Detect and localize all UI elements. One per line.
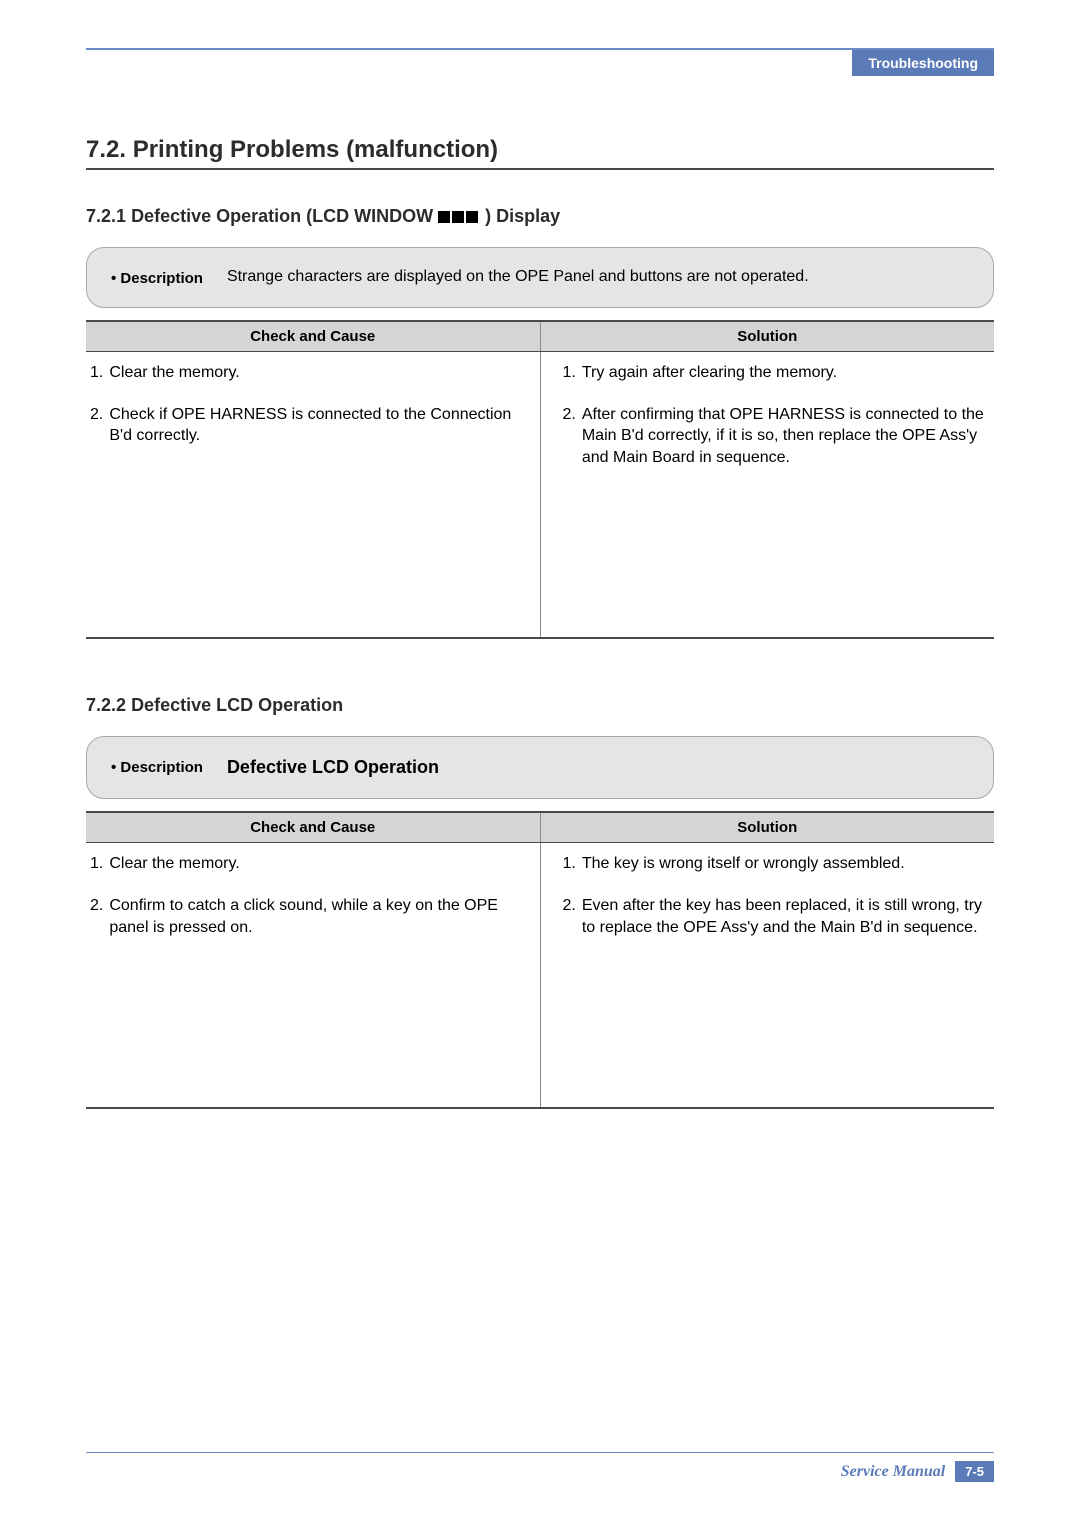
description-label: • Description: [111, 268, 203, 287]
item-text: Confirm to catch a click sound, while a …: [109, 895, 529, 938]
section-number: 7.2.: [86, 136, 126, 163]
col-check-cause: Check and Cause: [86, 812, 540, 843]
subsection-722-text: Defective LCD Operation: [131, 695, 343, 715]
description-label: • Description: [111, 757, 203, 776]
item-number: 2.: [90, 404, 103, 447]
table-header-row: Check and Cause Solution: [86, 321, 994, 352]
item-text: Even after the key has been replaced, it…: [582, 895, 984, 938]
item-text: Clear the memory.: [109, 853, 529, 875]
black-square-icon: [452, 211, 464, 223]
header-tab: Troubleshooting: [852, 50, 994, 76]
page-body: Troubleshooting 7.2. Printing Problems (…: [0, 0, 1080, 1109]
description-box-722: • Description Defective LCD Operation: [86, 736, 994, 799]
black-square-icon: [466, 211, 478, 223]
solution-item: 1. The key is wrong itself or wrongly as…: [541, 853, 985, 875]
col-solution: Solution: [540, 321, 994, 352]
item-number: 2.: [563, 404, 576, 469]
item-number: 1.: [563, 853, 576, 875]
table-spacer: [86, 478, 994, 638]
item-text: After confirming that OPE HARNESS is con…: [582, 404, 984, 469]
item-text: Check if OPE HARNESS is connected to the…: [109, 404, 529, 447]
page-footer: Service Manual 7-5: [86, 1452, 994, 1482]
col-check-cause: Check and Cause: [86, 321, 540, 352]
subsection-722-title: 7.2.2 Defective LCD Operation: [86, 695, 994, 716]
table-row: 1. Clear the memory. 1. Try again after …: [86, 352, 994, 394]
item-number: 1.: [90, 362, 103, 384]
table-row: 2. Confirm to catch a click sound, while…: [86, 885, 994, 948]
subsection-721-prefix: Defective Operation (LCD WINDOW: [131, 206, 438, 226]
subsection-722-number: 7.2.2: [86, 695, 126, 715]
item-text: Try again after clearing the memory.: [582, 362, 984, 384]
table-spacer: [86, 948, 994, 1108]
table-row: 2. Check if OPE HARNESS is connected to …: [86, 394, 994, 479]
item-number: 2.: [563, 895, 576, 938]
description-text: Strange characters are displayed on the …: [227, 268, 809, 286]
solution-item: 2. Even after the key has been replaced,…: [541, 895, 985, 938]
item-number: 1.: [90, 853, 103, 875]
item-text: The key is wrong itself or wrongly assem…: [582, 853, 984, 875]
footer-manual-label: Service Manual: [841, 1463, 945, 1481]
black-square-icon: [438, 211, 450, 223]
table-722: Check and Cause Solution 1. Clear the me…: [86, 811, 994, 1109]
solution-item: 1. Try again after clearing the memory.: [541, 362, 985, 384]
description-text: Defective LCD Operation: [227, 757, 439, 778]
header-bar: Troubleshooting: [86, 48, 994, 76]
table-row: 1. Clear the memory. 1. The key is wrong…: [86, 843, 994, 885]
table-header-row: Check and Cause Solution: [86, 812, 994, 843]
check-item: 2. Check if OPE HARNESS is connected to …: [86, 404, 530, 447]
item-text: Clear the memory.: [109, 362, 529, 384]
subsection-721-title: 7.2.1 Defective Operation (LCD WINDOW ) …: [86, 206, 994, 227]
section-gap: [86, 639, 994, 695]
subsection-721-suffix: ) Display: [480, 206, 560, 226]
subsection-721-number: 7.2.1: [86, 206, 126, 226]
item-number: 1.: [563, 362, 576, 384]
item-number: 2.: [90, 895, 103, 938]
section-title-text: Printing Problems (malfunction): [133, 136, 498, 163]
footer-page-number: 7-5: [955, 1461, 994, 1482]
table-721: Check and Cause Solution 1. Clear the me…: [86, 320, 994, 639]
solution-item: 2. After confirming that OPE HARNESS is …: [541, 404, 985, 469]
section-title: 7.2. Printing Problems (malfunction): [86, 136, 994, 170]
check-item: 2. Confirm to catch a click sound, while…: [86, 895, 530, 938]
col-solution: Solution: [540, 812, 994, 843]
description-box-721: • Description Strange characters are dis…: [86, 247, 994, 308]
check-item: 1. Clear the memory.: [86, 853, 530, 875]
check-item: 1. Clear the memory.: [86, 362, 530, 384]
